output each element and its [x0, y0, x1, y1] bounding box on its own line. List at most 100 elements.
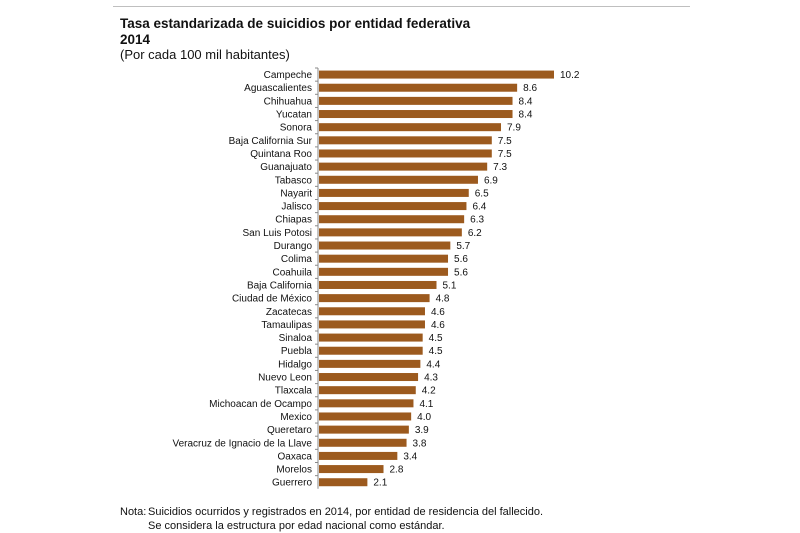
category-label: Hidalgo — [278, 359, 312, 370]
bar — [319, 373, 419, 382]
data-label: 8.4 — [519, 110, 533, 121]
data-label: 2.8 — [390, 465, 404, 476]
bar — [319, 280, 437, 289]
data-label: 10.2 — [560, 70, 580, 81]
data-label: 3.9 — [415, 425, 429, 436]
category-label: Chiapas — [275, 215, 312, 226]
data-label: 4.6 — [431, 307, 445, 318]
category-label: Baja California Sur — [229, 136, 313, 147]
category-label: Aguascalientes — [244, 83, 312, 94]
data-label: 7.3 — [493, 162, 507, 173]
data-label: 4.5 — [429, 346, 443, 357]
data-label: 4.4 — [426, 359, 440, 370]
bar — [319, 83, 518, 92]
bar — [319, 241, 451, 250]
category-label: Morelos — [276, 465, 312, 476]
data-label: 3.8 — [413, 438, 427, 449]
category-label: Chihuahua — [264, 96, 313, 107]
data-label: 4.6 — [431, 320, 445, 331]
bar — [319, 399, 414, 408]
bar — [319, 320, 425, 329]
data-label: 4.2 — [422, 386, 436, 397]
data-label: 5.1 — [443, 280, 457, 291]
note-line-2: Se considera la estructura por edad naci… — [148, 520, 445, 532]
data-label: 6.9 — [484, 175, 498, 186]
data-label: 5.6 — [454, 254, 468, 265]
category-label: Nuevo Leon — [258, 373, 312, 384]
bar — [319, 202, 467, 211]
category-label: Zacatecas — [266, 307, 312, 318]
bar — [319, 96, 513, 105]
category-label: Tamaulipas — [261, 320, 312, 331]
category-label: Campeche — [264, 70, 313, 81]
bar — [319, 478, 368, 487]
bar — [319, 123, 502, 132]
data-label: 6.4 — [472, 202, 486, 213]
data-label: 4.3 — [424, 373, 438, 384]
bar — [319, 451, 398, 460]
bar — [319, 162, 488, 171]
data-label: 3.4 — [403, 451, 417, 462]
category-label: Oaxaca — [278, 451, 313, 462]
bar — [319, 359, 421, 368]
bar-chart: Campeche 10.2 Aguascalientes 8.6 Chihuahua 8.… — [172, 67, 580, 489]
data-label: 6.3 — [470, 215, 484, 226]
category-label: Yucatan — [276, 110, 312, 121]
chart-year: 2014 — [120, 32, 151, 47]
note-line-1: Suicidios ocurridos y registrados en 201… — [148, 506, 544, 518]
bar — [319, 333, 423, 342]
top-rule — [113, 6, 690, 7]
chart-note: Nota: Suicidios ocurridos y registrados e… — [120, 505, 543, 533]
category-label: Michoacan de Ocampo — [209, 399, 312, 410]
category-label: Colima — [281, 254, 313, 265]
bar — [319, 346, 423, 355]
bar — [319, 307, 425, 316]
bar — [319, 465, 384, 474]
category-label: Sonora — [280, 123, 313, 134]
data-label: 6.5 — [475, 188, 489, 199]
bar — [319, 149, 492, 158]
category-label: Baja California — [247, 280, 312, 291]
bar — [319, 215, 465, 224]
data-label: 4.8 — [436, 294, 450, 305]
bar — [319, 267, 449, 276]
category-label: Queretaro — [267, 425, 312, 436]
bar — [319, 294, 430, 303]
bar — [319, 438, 407, 447]
category-label: Sinaloa — [279, 333, 313, 344]
category-label: San Luis Potosi — [243, 228, 313, 239]
bar — [319, 228, 462, 237]
data-label: 5.7 — [456, 241, 470, 252]
category-label: Mexico — [280, 412, 312, 423]
category-label: Ciudad de México — [232, 294, 312, 305]
bar — [319, 386, 416, 395]
data-label: 8.6 — [523, 83, 537, 94]
category-label: Durango — [274, 241, 313, 252]
category-label: Quintana Roo — [250, 149, 312, 160]
data-label: 7.9 — [507, 123, 521, 134]
bar — [319, 188, 469, 197]
category-label: Tabasco — [275, 175, 313, 186]
data-label: 7.5 — [498, 136, 512, 147]
chart-subtitle: (Por cada 100 mil habitantes) — [120, 47, 290, 62]
category-label: Nayarit — [280, 188, 312, 199]
data-label: 4.5 — [429, 333, 443, 344]
bar — [319, 70, 554, 79]
category-label: Puebla — [281, 346, 313, 357]
data-label: 7.5 — [498, 149, 512, 160]
data-label: 8.4 — [519, 96, 533, 107]
bar — [319, 254, 449, 263]
data-label: 4.0 — [417, 412, 431, 423]
note-prefix: Nota: — [120, 506, 147, 518]
category-label: Coahuila — [273, 267, 313, 278]
bar — [319, 412, 412, 421]
category-label: Veracruz de Ignacio de la Llave — [172, 438, 312, 449]
data-label: 6.2 — [468, 228, 482, 239]
bar — [319, 110, 513, 119]
bar — [319, 136, 492, 145]
category-label: Guerrero — [272, 478, 312, 489]
category-label: Guanajuato — [260, 162, 312, 173]
category-label: Jalisco — [281, 202, 312, 213]
data-label: 2.1 — [373, 478, 387, 489]
bar — [319, 425, 409, 434]
